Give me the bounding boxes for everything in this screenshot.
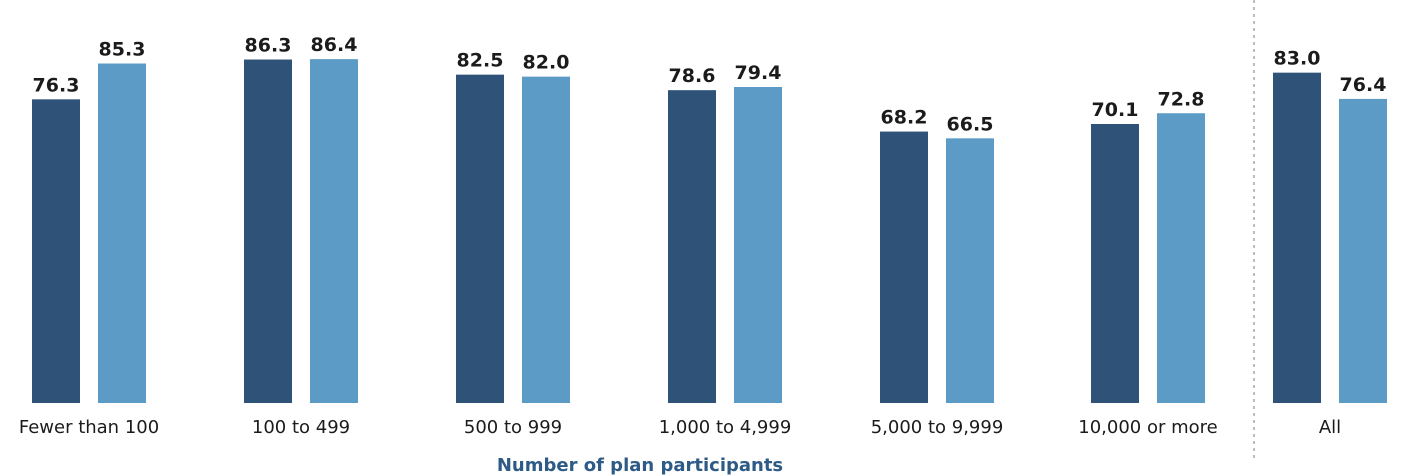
value-label-10-000-or-more-series-1: 70.1 [1092,99,1139,121]
bar-100-to-499-series-2 [310,59,358,404]
bar-1-000-to-4-999-series-1 [668,90,716,403]
value-label-fewer-than-100-series-2: 85.3 [99,39,146,61]
bar-100-to-499-series-1 [244,59,292,403]
value-label-10-000-or-more-series-2: 72.8 [1158,88,1205,110]
value-label-5-000-to-9-999-series-2: 66.5 [947,113,994,135]
value-label-1-000-to-4-999-series-1: 78.6 [669,65,716,87]
x-tick-label-100-to-499: 100 to 499 [252,417,350,438]
bar-5-000-to-9-999-series-1 [880,131,928,403]
value-label-5-000-to-9-999-series-1: 68.2 [881,107,928,129]
bar-1-000-to-4-999-series-2 [734,86,782,403]
x-tick-label-500-to-999: 500 to 999 [464,417,562,438]
value-label-100-to-499-series-1: 86.3 [245,35,292,57]
value-label-500-to-999-series-1: 82.5 [457,50,504,72]
value-label-500-to-999-series-2: 82.0 [523,52,570,74]
x-tick-labels-layer: Fewer than 100 100 to 499 500 to 999 1,000 … [19,417,1341,438]
bar-500-to-999-series-2 [522,76,570,403]
bars-layer [32,59,1387,404]
value-label-all-series-2: 76.4 [1340,74,1387,96]
bar-10-000-or-more-series-1 [1091,124,1139,403]
bar-fewer-than-100-series-1 [32,99,80,404]
value-label-all-series-1: 83.0 [1274,48,1321,70]
bar-all-series-2 [1339,98,1387,403]
value-label-100-to-499-series-2: 86.4 [311,34,358,56]
bar-fewer-than-100-series-2 [98,63,146,403]
x-tick-label-fewer-than-100: Fewer than 100 [19,417,159,438]
x-tick-label-1-000-to-4-999: 1,000 to 4,999 [659,417,792,438]
value-label-1-000-to-4-999-series-2: 79.4 [735,62,782,84]
bar-5-000-to-9-999-series-2 [946,138,994,403]
x-tick-label-all: All [1319,417,1341,438]
value-labels-layer: 76.3 85.3 86.3 86.4 82.5 82.0 78.6 79.4 68.2 66.5… [33,34,1387,135]
x-tick-label-5-000-to-9-999: 5,000 to 9,999 [871,417,1004,438]
x-tick-label-10-000-or-more: 10,000 or more [1078,417,1217,438]
value-label-fewer-than-100-series-1: 76.3 [33,74,80,96]
bar-all-series-1 [1273,72,1321,403]
x-axis-title: Number of plan participants [497,455,783,475]
bar-500-to-999-series-1 [456,74,504,404]
bar-10-000-or-more-series-2 [1157,113,1205,404]
